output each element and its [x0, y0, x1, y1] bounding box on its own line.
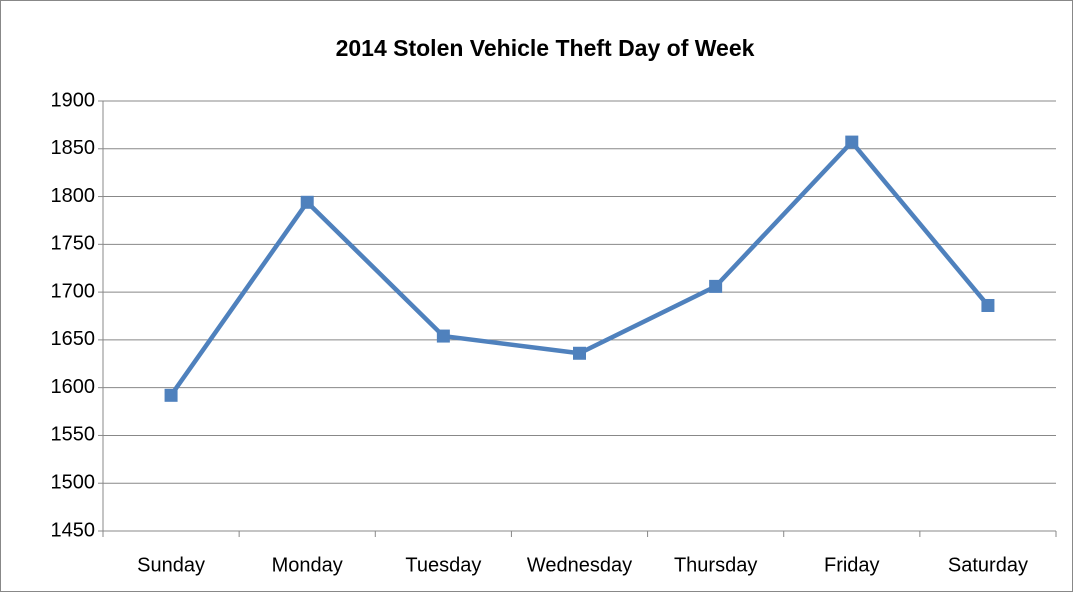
x-tick-label: Wednesday: [527, 554, 632, 576]
y-tick-label: 1600: [51, 376, 96, 398]
point-marker: [845, 135, 859, 149]
x-tick-label: Saturday: [948, 554, 1028, 576]
point-marker: [981, 298, 995, 312]
y-tick-label: 1550: [51, 424, 96, 446]
y-tick-label: 1450: [51, 519, 96, 541]
y-tick-label: 1800: [51, 185, 96, 207]
point-marker: [436, 329, 450, 343]
y-tick-label: 1900: [51, 89, 96, 111]
point-marker: [573, 346, 586, 360]
x-tick-label: Tuesday: [405, 554, 481, 576]
x-tick-label: Sunday: [137, 554, 205, 576]
y-tick-label: 1750: [51, 233, 96, 255]
x-tick-label: Monday: [272, 554, 343, 576]
point-marker: [164, 388, 178, 402]
chart-title: 2014 Stolen Vehicle Theft Day of Week: [336, 35, 755, 61]
x-tick-label: Thursday: [674, 554, 757, 576]
y-tick-label: 1700: [51, 280, 96, 302]
x-tick-label: Friday: [824, 554, 880, 576]
y-tick-label: 1850: [51, 137, 96, 159]
point-marker: [709, 279, 723, 293]
y-tick-label: 1650: [51, 328, 96, 350]
y-tick-label: 1500: [51, 472, 96, 494]
point-marker: [300, 195, 314, 209]
